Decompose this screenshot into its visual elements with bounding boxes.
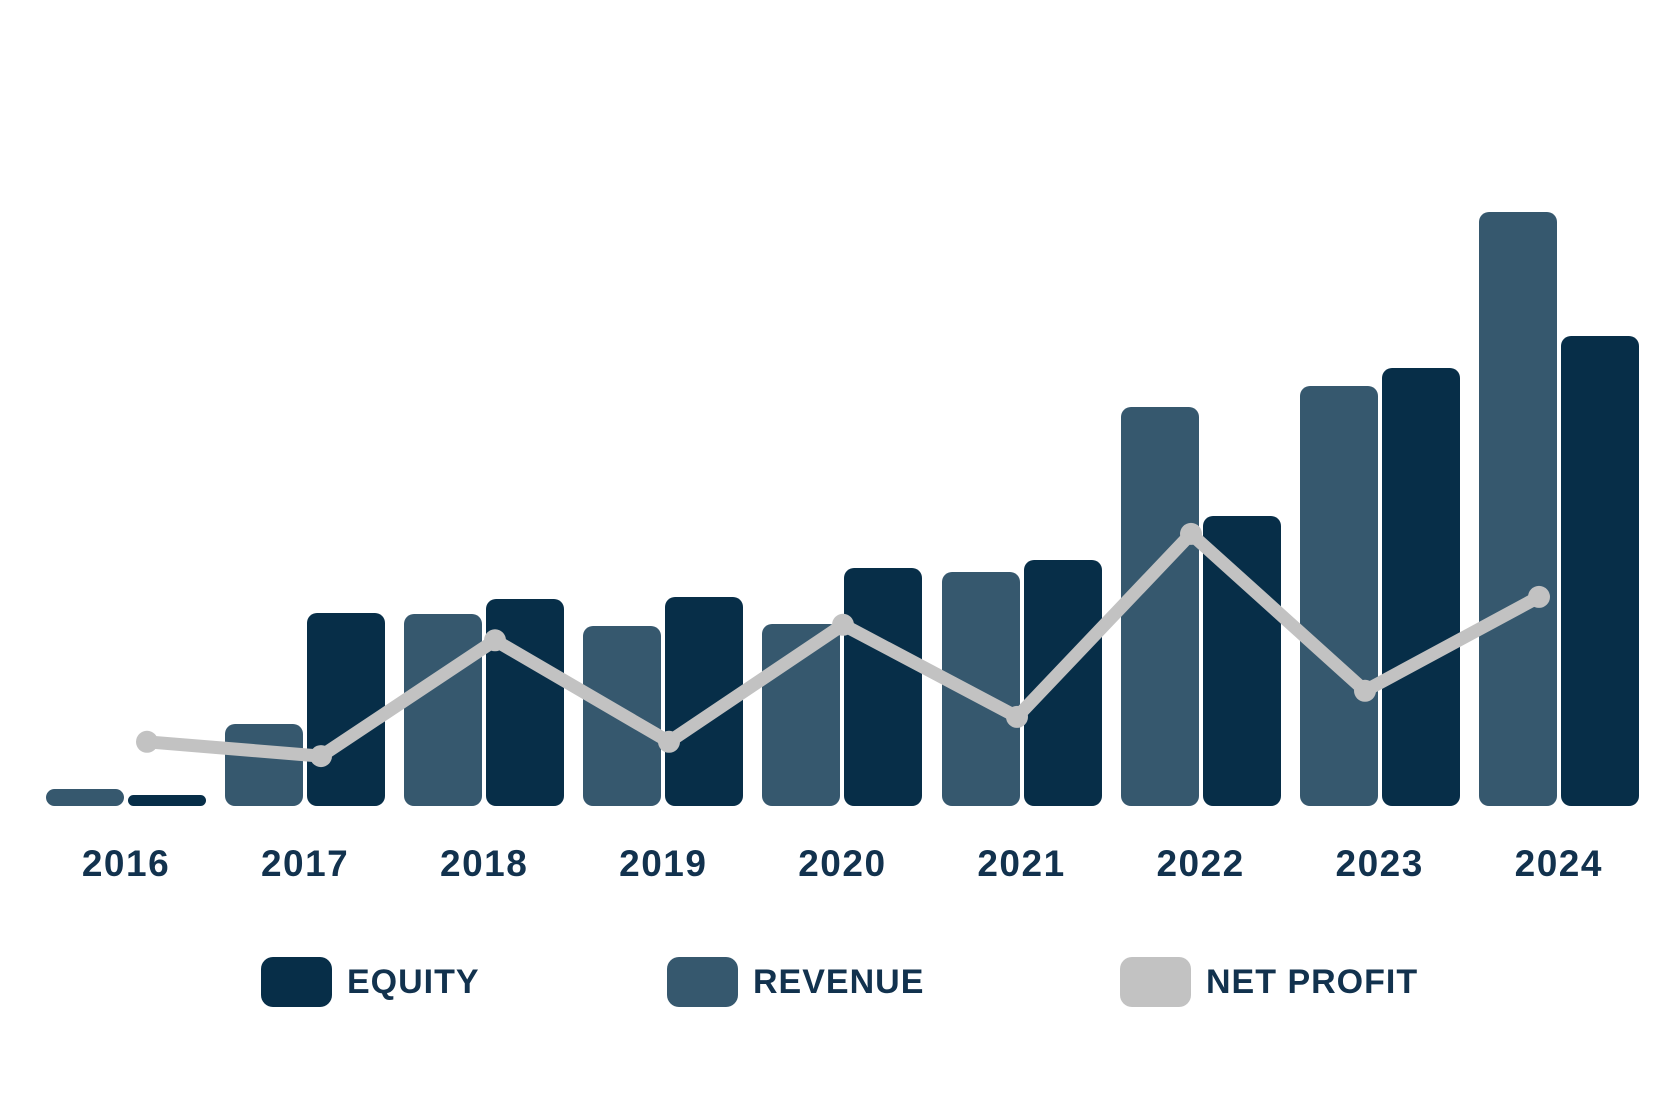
x-axis-label-2021: 2021 — [977, 843, 1066, 884]
revenue-bar-2022 — [1120, 406, 1199, 806]
revenue-bar-2016 — [46, 788, 124, 806]
x-axis-label-2020: 2020 — [798, 843, 887, 884]
revenue-bar-2018 — [404, 614, 483, 806]
legend-label-revenue: REVENUE — [753, 962, 925, 1001]
equity-bar-2020 — [844, 567, 923, 806]
legend-label-equity: EQUITY — [347, 962, 480, 1001]
equity-bar-2022 — [1202, 516, 1281, 806]
revenue-bar-2017 — [225, 724, 304, 806]
legend-label-net-profit: NET PROFIT — [1206, 962, 1419, 1001]
equity-bar-2023 — [1381, 368, 1460, 806]
legend-item-revenue: REVENUE — [667, 957, 924, 1007]
legend-item-net-profit: NET PROFIT — [1120, 957, 1418, 1007]
x-axis-label-2016: 2016 — [81, 843, 171, 884]
revenue-bar-2019 — [583, 626, 662, 806]
equity-bar-2016 — [128, 795, 206, 806]
equity-bar-2019 — [665, 596, 744, 806]
legend-item-equity: EQUITY — [261, 957, 480, 1007]
x-axis-label-2023: 2023 — [1335, 843, 1424, 884]
equity-bar-2017 — [307, 612, 386, 806]
x-axis-label-2017: 2017 — [260, 843, 350, 884]
x-axis-label-2024: 2024 — [1514, 843, 1603, 884]
equity-bar-2024 — [1560, 336, 1639, 806]
revenue-bar-2023 — [1299, 386, 1378, 806]
equity-bar-2018 — [486, 599, 565, 806]
revenue-bar-2020 — [762, 624, 841, 806]
x-axis-label-2018: 2018 — [440, 843, 529, 884]
equity-swatch-icon — [261, 957, 332, 1007]
x-axis-label-2022: 2022 — [1156, 843, 1245, 884]
revenue-bar-2024 — [1478, 212, 1557, 806]
x-axis-label-2019: 2019 — [619, 843, 708, 884]
revenue-swatch-icon — [667, 957, 738, 1007]
equity-bar-2021 — [1023, 560, 1102, 806]
revenue-bar-2021 — [941, 571, 1020, 806]
net-profit-swatch-icon — [1120, 957, 1191, 1007]
net-profit-point-2016 — [136, 730, 158, 753]
